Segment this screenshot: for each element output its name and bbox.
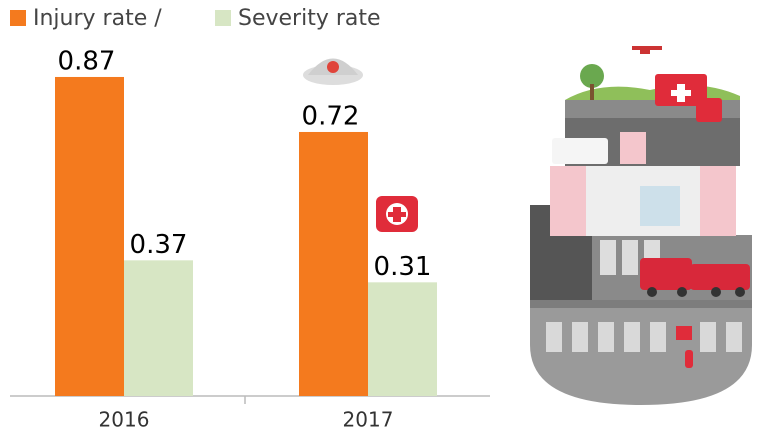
x-tick-label: 2016 xyxy=(99,408,150,432)
bar xyxy=(368,282,437,396)
value-label: 0.37 xyxy=(130,230,188,260)
legend-label: Severity rate xyxy=(238,6,381,31)
legend-swatch xyxy=(215,10,231,26)
bar xyxy=(55,76,124,396)
bar xyxy=(299,131,368,396)
legend-swatch xyxy=(10,10,26,26)
bar xyxy=(124,260,193,396)
city-illustration xyxy=(530,46,752,405)
value-label: 0.31 xyxy=(374,252,432,282)
legend-label: Injury rate / xyxy=(33,6,162,31)
value-label: 0.87 xyxy=(58,46,116,76)
value-label: 0.72 xyxy=(302,101,360,131)
helmet-icon xyxy=(303,58,363,85)
x-tick-label: 2017 xyxy=(343,408,394,432)
first-aid-icon xyxy=(376,196,418,232)
